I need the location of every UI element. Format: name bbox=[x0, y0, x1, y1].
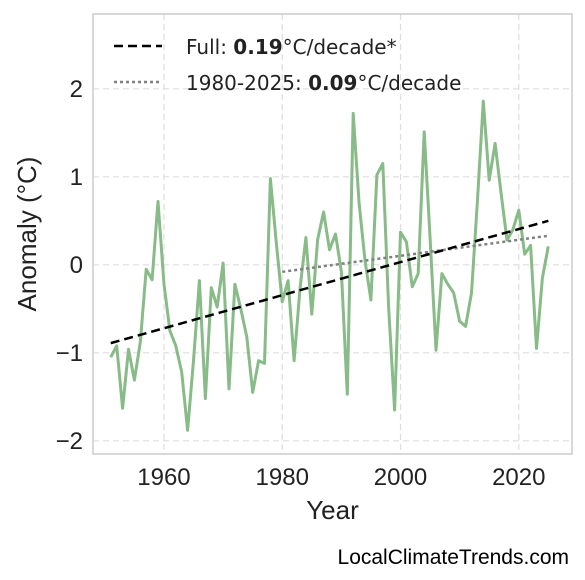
series-layer bbox=[109, 99, 550, 432]
y-tick-label: 1 bbox=[70, 164, 83, 191]
x-axis-label: Year bbox=[306, 495, 359, 525]
x-ticks: 1960 1980 2000 2020 bbox=[137, 464, 545, 491]
x-tick-label: 2020 bbox=[492, 464, 545, 491]
legend-full-prefix: Full: bbox=[186, 35, 233, 59]
y-tick-label: 2 bbox=[70, 76, 83, 103]
y-tick-label: 0 bbox=[70, 252, 83, 279]
legend-full-suffix: °C/decade* bbox=[283, 35, 397, 59]
x-tick-label: 1980 bbox=[256, 464, 309, 491]
x-tick-label: 2000 bbox=[374, 464, 427, 491]
plot-frame bbox=[92, 13, 573, 455]
full-trend-line bbox=[110, 219, 549, 345]
legend-recent-prefix: 1980-2025: bbox=[186, 71, 308, 95]
y-ticks: −2 −1 0 1 2 bbox=[56, 76, 83, 455]
legend-full-trend-label: Full: 0.19°C/decade* bbox=[186, 35, 397, 59]
legend-full-value: 0.19 bbox=[233, 35, 282, 59]
legend-recent-suffix: °C/decade bbox=[357, 71, 461, 95]
x-tick-label: 1960 bbox=[137, 464, 190, 491]
y-tick-label: −1 bbox=[56, 340, 83, 367]
legend: Full: 0.19°C/decade* 1980-2025: 0.09°C/d… bbox=[114, 35, 461, 95]
anomaly-series-line bbox=[109, 99, 550, 432]
y-tick-label: −2 bbox=[56, 428, 83, 455]
recent-trend-line bbox=[282, 234, 549, 274]
y-axis-label: Anomaly (°C) bbox=[12, 157, 42, 312]
legend-recent-value: 0.09 bbox=[308, 71, 357, 95]
legend-recent-trend-label: 1980-2025: 0.09°C/decade bbox=[186, 71, 461, 95]
watermark-site-name: LocalClimateTrends.com bbox=[337, 546, 569, 569]
